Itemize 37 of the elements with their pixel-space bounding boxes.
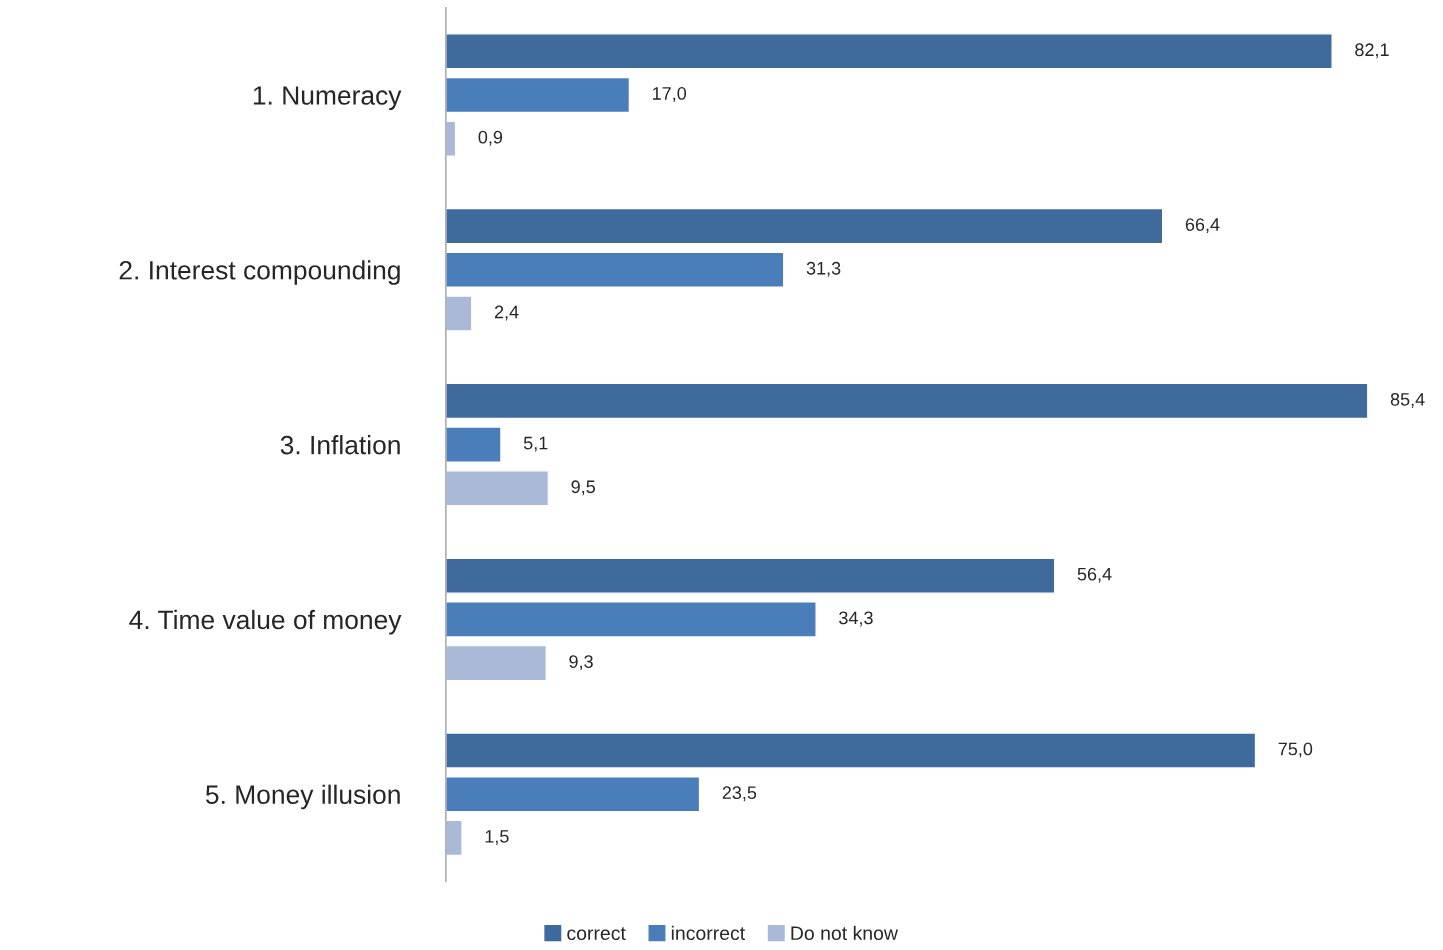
legend-label: Do not know xyxy=(791,925,898,941)
data-label: 31,3 xyxy=(806,261,841,277)
y-tick-label: 2. Interest compounding xyxy=(119,260,400,285)
bar xyxy=(445,557,1056,594)
bar xyxy=(445,644,547,682)
y-tick-label: 4. Time value of money xyxy=(129,609,402,635)
data-label: 56,4 xyxy=(1077,567,1112,583)
bar xyxy=(445,33,1333,70)
bar xyxy=(445,251,785,288)
data-label: 85,4 xyxy=(1390,392,1425,408)
data-label: 9,5 xyxy=(571,480,596,496)
legend-label: incorrect xyxy=(671,925,746,941)
data-label: 23,5 xyxy=(722,786,757,802)
bar xyxy=(445,601,817,638)
bar xyxy=(445,426,502,463)
bar xyxy=(445,76,631,114)
data-label: 75,0 xyxy=(1278,742,1313,758)
data-label: 5,1 xyxy=(523,436,548,452)
y-tick-label: 1. Numeracy xyxy=(253,86,402,111)
data-label: 1,5 xyxy=(485,830,509,845)
bar xyxy=(445,776,701,813)
data-label: 82,1 xyxy=(1355,43,1389,59)
data-label: 34,3 xyxy=(839,611,873,627)
legend-label: correct xyxy=(567,927,626,941)
bar xyxy=(445,470,550,507)
data-label: 2,4 xyxy=(494,305,519,321)
bar xyxy=(445,207,1164,245)
y-tick-label: 5. Money illusion xyxy=(205,784,400,810)
data-label: 9,3 xyxy=(569,655,593,671)
data-label: 0,9 xyxy=(478,130,503,146)
data-label: 66,4 xyxy=(1185,218,1220,234)
bar xyxy=(445,295,473,332)
bar xyxy=(445,382,1369,420)
data-label: 17,0 xyxy=(653,87,687,102)
bar xyxy=(445,819,463,857)
bar xyxy=(445,732,1257,769)
y-tick-label: 3. Inflation xyxy=(280,435,400,455)
